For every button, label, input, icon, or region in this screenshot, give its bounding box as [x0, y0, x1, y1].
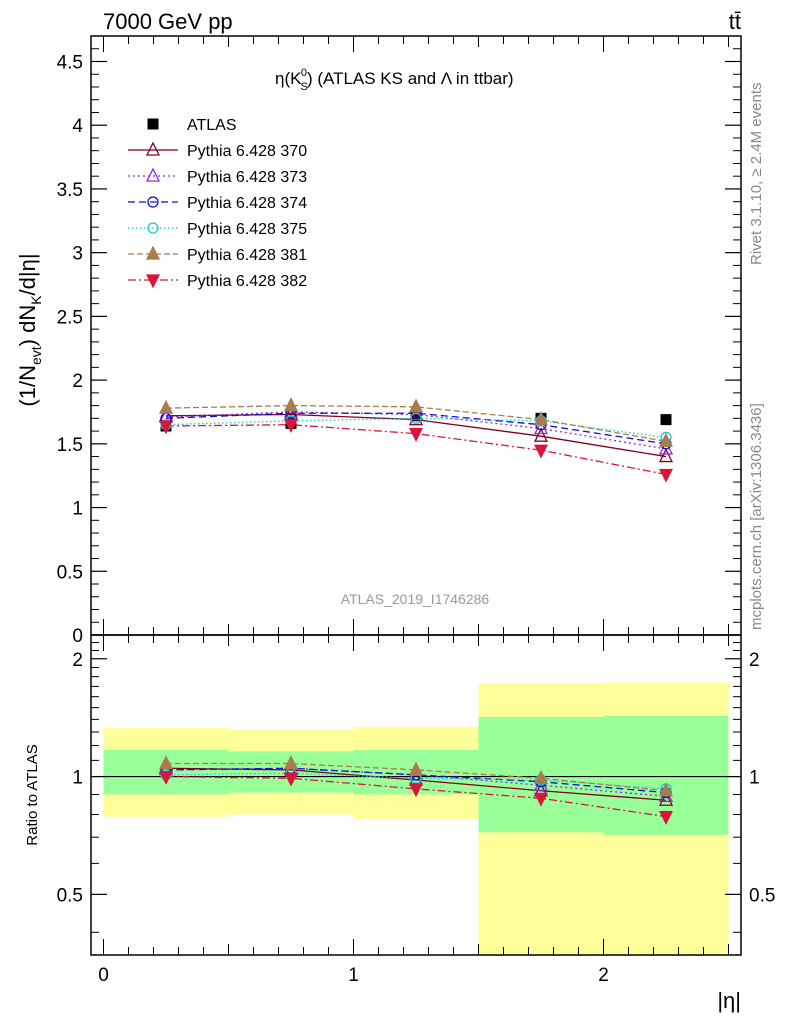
ratio-series-markers	[158, 755, 674, 825]
data-point	[284, 419, 298, 434]
y-tick-label: 3.5	[57, 180, 83, 201]
data-point	[533, 427, 549, 442]
data-point	[408, 398, 424, 413]
data-point	[408, 411, 424, 426]
legend-marker	[147, 222, 159, 234]
data-point	[658, 432, 674, 447]
ratio-series-line	[165, 767, 667, 794]
data-point	[408, 406, 424, 421]
x-tick-label: 2	[598, 965, 609, 986]
legend-marker	[145, 141, 161, 156]
y-tick-label: 4	[72, 116, 83, 137]
y-tick-label: 4.5	[57, 52, 83, 73]
main-series-markers	[158, 397, 674, 483]
ratio-series-line	[166, 762, 667, 792]
x-tick-label: 1	[348, 965, 359, 986]
legend-entry: Pythia 6.428 374	[187, 195, 307, 212]
data-point	[410, 410, 422, 422]
data-point	[533, 420, 549, 435]
ratio-axes: 0.5 0.5 1 1 2 2 0 1 2	[57, 635, 775, 986]
legend-entry: Pythia 6.428 370	[187, 143, 307, 160]
legend-marker	[145, 245, 161, 260]
data-point	[534, 444, 548, 459]
ratio-data-point	[284, 772, 298, 787]
data-point	[409, 428, 423, 442]
y-tick-label: 1.5	[57, 435, 83, 456]
legend-marker	[146, 274, 160, 289]
x-axis-label: |η|	[717, 988, 741, 1013]
ratio-y-tick-label: 0.5	[57, 885, 83, 906]
ratio-data-point	[533, 769, 549, 784]
analysis-watermark: ATLAS_2019_I1746286	[341, 591, 490, 607]
series-line	[165, 412, 667, 445]
uncertainty-bands	[103, 682, 729, 955]
y-tick-label: 0.5	[57, 562, 83, 583]
data-point	[660, 414, 672, 426]
ratio-plot-panel: 0.5 0.5 1 1 2 2 0 1 2 Ratio to ATLAS |η|	[24, 634, 775, 1013]
legend-marker	[147, 196, 159, 208]
legend-entry: ATLAS	[187, 117, 237, 134]
ratio-data-point	[409, 783, 423, 798]
legend-marker	[147, 118, 159, 130]
legend-marker	[145, 167, 161, 182]
ratio-data-point	[158, 755, 174, 770]
data-point	[658, 448, 674, 463]
legend-entry: Pythia 6.428 381	[187, 247, 307, 264]
legend-entry: Pythia 6.428 375	[187, 221, 307, 238]
ratio-data-point	[283, 755, 299, 770]
data-point	[659, 468, 673, 483]
legend-entry: Pythia 6.428 382	[187, 273, 307, 290]
plot-title: η(KS0) (ATLAS KS and Λ in ttbar)	[275, 67, 514, 93]
rivet-label: Rivet 3.1.10, ≥ 2.4M events	[748, 83, 765, 266]
ratio-y-tick-label: 2	[72, 650, 83, 671]
legend-entry: Pythia 6.428 373	[187, 169, 307, 186]
ratio-data-point	[658, 791, 674, 806]
y-tick-label: 0	[72, 626, 83, 647]
main-y-axis-label: (1/Nevt) dNK/d|η|	[15, 253, 44, 406]
y-tick-label: 1	[72, 499, 83, 520]
series-line	[165, 404, 667, 442]
series-line	[165, 424, 667, 476]
data-point	[283, 397, 299, 412]
process-label: tt̄	[729, 9, 741, 34]
ratio-data-point	[408, 761, 424, 776]
x-tick-label: 0	[98, 965, 109, 986]
ratio-data-point	[534, 792, 548, 807]
y-tick-label: 2	[72, 371, 83, 392]
y-tick-label: 2.5	[57, 307, 83, 328]
data-point	[158, 399, 174, 414]
ratio-plot-frame	[90, 634, 742, 956]
ratio-y-tick-label-right: 0.5	[749, 885, 775, 906]
ratio-data-point	[659, 811, 673, 825]
ratio-series-line	[165, 775, 667, 818]
energy-label: 7000 GeV pp	[103, 9, 233, 34]
main-y-axis: 0 0.5 1 1.5 2 2.5 3 3.5 4 4.5	[57, 35, 741, 647]
ratio-y-tick-label: 1	[72, 768, 83, 789]
ratio-data-point	[159, 770, 173, 785]
data-point	[159, 420, 173, 435]
main-plot-panel: 0 0.5 1 1.5 2 2.5 3 3.5 4 4.5 η(KS0) (ATLAS KS an…	[15, 35, 742, 647]
legend: ATLAS Pythia 6.428 370 Pythia 6.428 373 Pyt…	[128, 117, 307, 290]
mcplots-label: mcplots.cern.ch [arXiv:1306.3436]	[748, 403, 765, 630]
data-point	[533, 411, 549, 426]
ratio-y-tick-label-right: 1	[749, 768, 760, 789]
data-point	[410, 412, 422, 424]
ratio-y-axis-label: Ratio to ATLAS	[24, 744, 41, 845]
ratio-data-point	[658, 782, 674, 797]
ratio-y-tick-label-right: 2	[749, 650, 760, 671]
y-tick-label: 3	[72, 244, 83, 265]
